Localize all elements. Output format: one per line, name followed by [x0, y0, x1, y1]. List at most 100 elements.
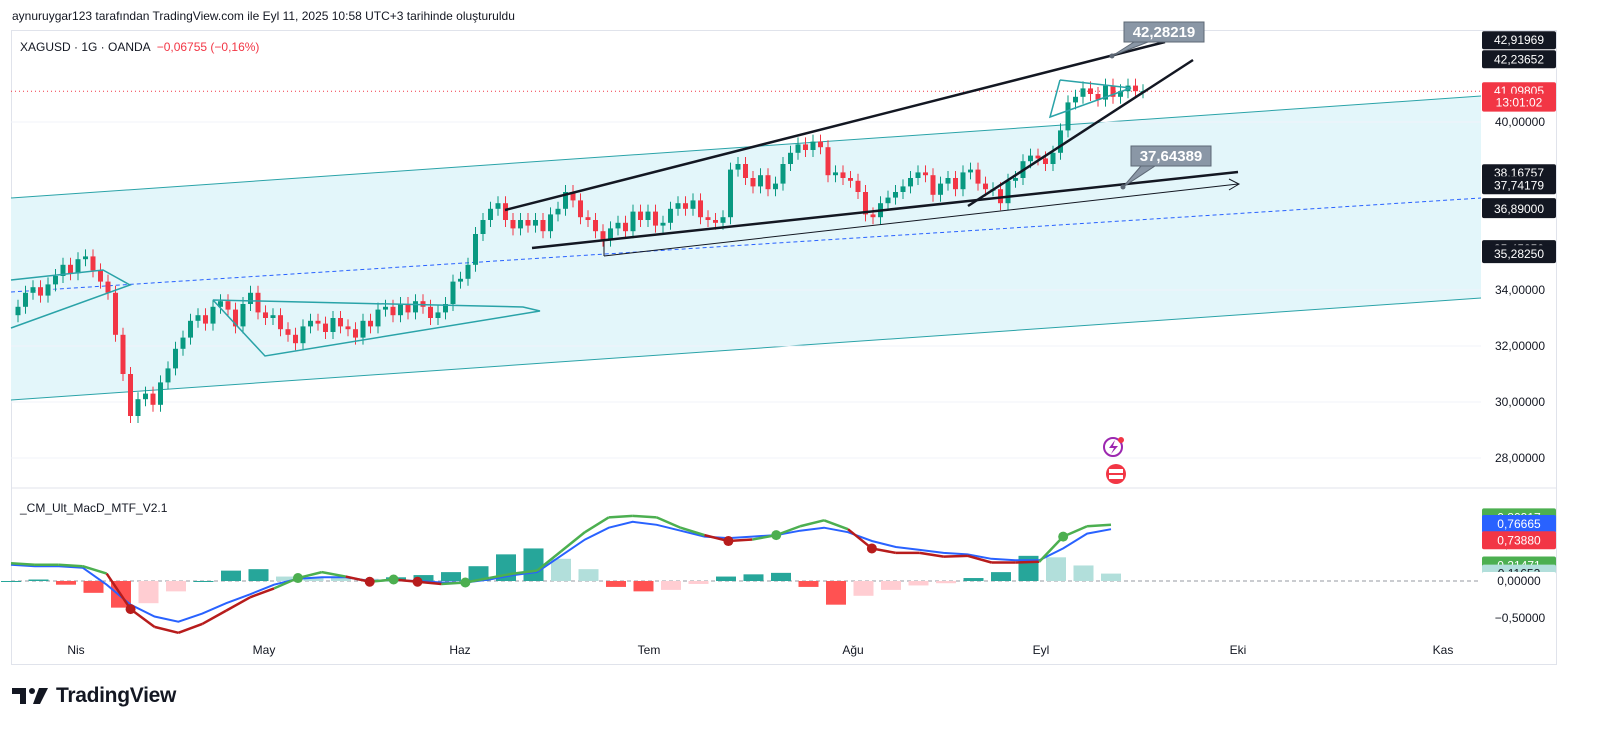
tradingview-logo-icon [12, 688, 48, 704]
candle-body [473, 234, 478, 265]
candle-body [173, 348, 178, 369]
price-axis-tick: 28,00000 [1495, 451, 1545, 465]
candle-body [1005, 180, 1011, 204]
candle-body [1043, 158, 1048, 164]
price-axis-label: 13:01:02 [1496, 96, 1543, 110]
macd-cross-dot [388, 574, 399, 585]
candle-body [660, 222, 666, 226]
macd-axis-tick: −0,50000 [1495, 611, 1546, 625]
macd-cross-dot [723, 536, 734, 547]
macd-line-segment [680, 526, 705, 537]
candle-body [150, 393, 156, 405]
candle-body [285, 329, 291, 335]
price-callout-label: 42,28219 [1133, 24, 1196, 41]
macd-cross-dot [292, 573, 303, 584]
candle-body [938, 183, 943, 195]
candle-body [600, 231, 606, 240]
macd-signal-line [10, 520, 1112, 623]
candle-body [338, 318, 343, 327]
candle-body [668, 208, 673, 223]
macd-line-segment [177, 622, 203, 634]
macd-histogram-bar [853, 581, 874, 596]
candle-body [555, 208, 561, 215]
macd-histogram-bar [1046, 557, 1066, 581]
indicator-label: _CM_Ult_MacD_MTF_V2.1 [20, 501, 168, 515]
candle-body [23, 292, 28, 307]
candle-body [653, 211, 658, 226]
macd-histogram-bar [523, 548, 544, 581]
candle-body [1080, 88, 1086, 97]
macd-line-segment [105, 572, 132, 610]
pattern-triangle [212, 299, 541, 357]
candle-body [413, 301, 418, 313]
price-axis-label: 35,28250 [1494, 247, 1544, 261]
candle-body [563, 192, 568, 209]
macd-cross-dot [364, 576, 375, 587]
macd-line-segment [10, 561, 35, 566]
candle-body [435, 312, 441, 318]
rising-wedge-support [967, 58, 1194, 208]
candle-body [930, 175, 936, 195]
candle-body [578, 200, 583, 218]
candle-body [53, 276, 58, 285]
callout-anchor [1109, 53, 1115, 59]
price-axis-label: 42,91969 [1494, 33, 1544, 47]
candle-body [270, 315, 276, 318]
macd-histogram-bar [468, 566, 489, 581]
candle-body [758, 175, 763, 187]
candle-body [1095, 94, 1101, 100]
price-axis-tick: 40,00000 [1495, 115, 1545, 129]
event-dot [1118, 437, 1124, 443]
candle-body [308, 320, 313, 327]
time-axis-label: Tem [638, 643, 661, 657]
macd-histogram-bar [688, 581, 709, 584]
macd-histogram-bar [56, 581, 76, 585]
channel-mid-line [10, 197, 1482, 293]
candle-body [1035, 155, 1041, 159]
time-axis-label: May [253, 643, 276, 657]
candle-body [630, 211, 636, 232]
candle-body [833, 172, 838, 176]
price-axis-tick: 32,00000 [1495, 339, 1545, 353]
footer: TradingView [12, 684, 176, 708]
macd-histogram-bar [1073, 565, 1094, 581]
macd-histogram-bar [138, 581, 159, 604]
candle-body [120, 334, 126, 374]
macd-cross-dot [460, 577, 471, 588]
candle-body [713, 220, 718, 223]
candle-body [360, 320, 366, 338]
macd-line-segment [489, 572, 514, 580]
price-axis-tick: 30,00000 [1495, 395, 1545, 409]
macd-histogram-bar [276, 576, 296, 581]
candle-body [765, 175, 771, 190]
macd-line-segment [943, 554, 968, 558]
candle-body [180, 337, 186, 349]
macd-histogram-bar [166, 581, 186, 592]
macd-line-segment [967, 554, 992, 564]
candle-body [623, 222, 628, 232]
price-axis-tick: 34,00000 [1495, 283, 1545, 297]
macd-axis-label-bg [1482, 531, 1556, 550]
candle-body [98, 270, 103, 282]
candle-body [1103, 85, 1108, 100]
candle-body [128, 374, 133, 416]
candle-body [233, 309, 238, 327]
candle-body [218, 301, 223, 307]
tradingview-brand: TradingView [56, 684, 177, 707]
candle-body [818, 141, 823, 148]
macd-axis-label: 0,73880 [1497, 533, 1541, 547]
macd-histogram-bar [606, 581, 626, 587]
candle-body [923, 172, 928, 176]
candle-body [570, 192, 576, 201]
candle-body [38, 287, 43, 296]
candle-body [780, 164, 786, 184]
candle-body [143, 393, 148, 400]
macd-histogram-bar [881, 581, 901, 590]
candle-body [870, 214, 876, 218]
symbol-legend: XAGUSD · 1G · OANDA −0,06755 (−0,16%) [20, 40, 259, 54]
candle-body [458, 278, 463, 282]
macd-histogram-bar [1101, 573, 1121, 581]
candle-body [803, 144, 808, 150]
price-axis-label-bg [1482, 93, 1556, 112]
